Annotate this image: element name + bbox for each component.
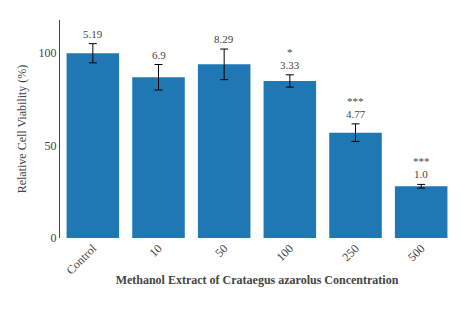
svg-text:500: 500 bbox=[405, 241, 428, 264]
svg-text:***: *** bbox=[347, 95, 364, 107]
svg-text:50: 50 bbox=[45, 139, 57, 153]
svg-text:Methanol Extract of Crataegus: Methanol Extract of Crataegus azarolus C… bbox=[116, 273, 399, 287]
svg-text:***: *** bbox=[413, 155, 430, 167]
svg-text:1.0: 1.0 bbox=[414, 168, 428, 180]
svg-text:50: 50 bbox=[212, 241, 230, 259]
svg-text:250: 250 bbox=[339, 241, 362, 264]
svg-text:8.29: 8.29 bbox=[214, 33, 234, 45]
svg-text:100: 100 bbox=[39, 46, 57, 60]
svg-text:5.19: 5.19 bbox=[83, 28, 103, 40]
svg-text:6.9: 6.9 bbox=[152, 49, 166, 61]
svg-text:10: 10 bbox=[146, 241, 164, 259]
svg-text:4.77: 4.77 bbox=[346, 108, 366, 120]
svg-text:100: 100 bbox=[274, 241, 297, 264]
svg-text:0: 0 bbox=[51, 231, 57, 245]
svg-text:Control: Control bbox=[63, 241, 99, 277]
svg-text:3.33: 3.33 bbox=[280, 59, 300, 71]
svg-text:*: * bbox=[287, 46, 293, 58]
svg-text:Relative Cell Viability (%): Relative Cell Viability (%) bbox=[15, 65, 29, 194]
